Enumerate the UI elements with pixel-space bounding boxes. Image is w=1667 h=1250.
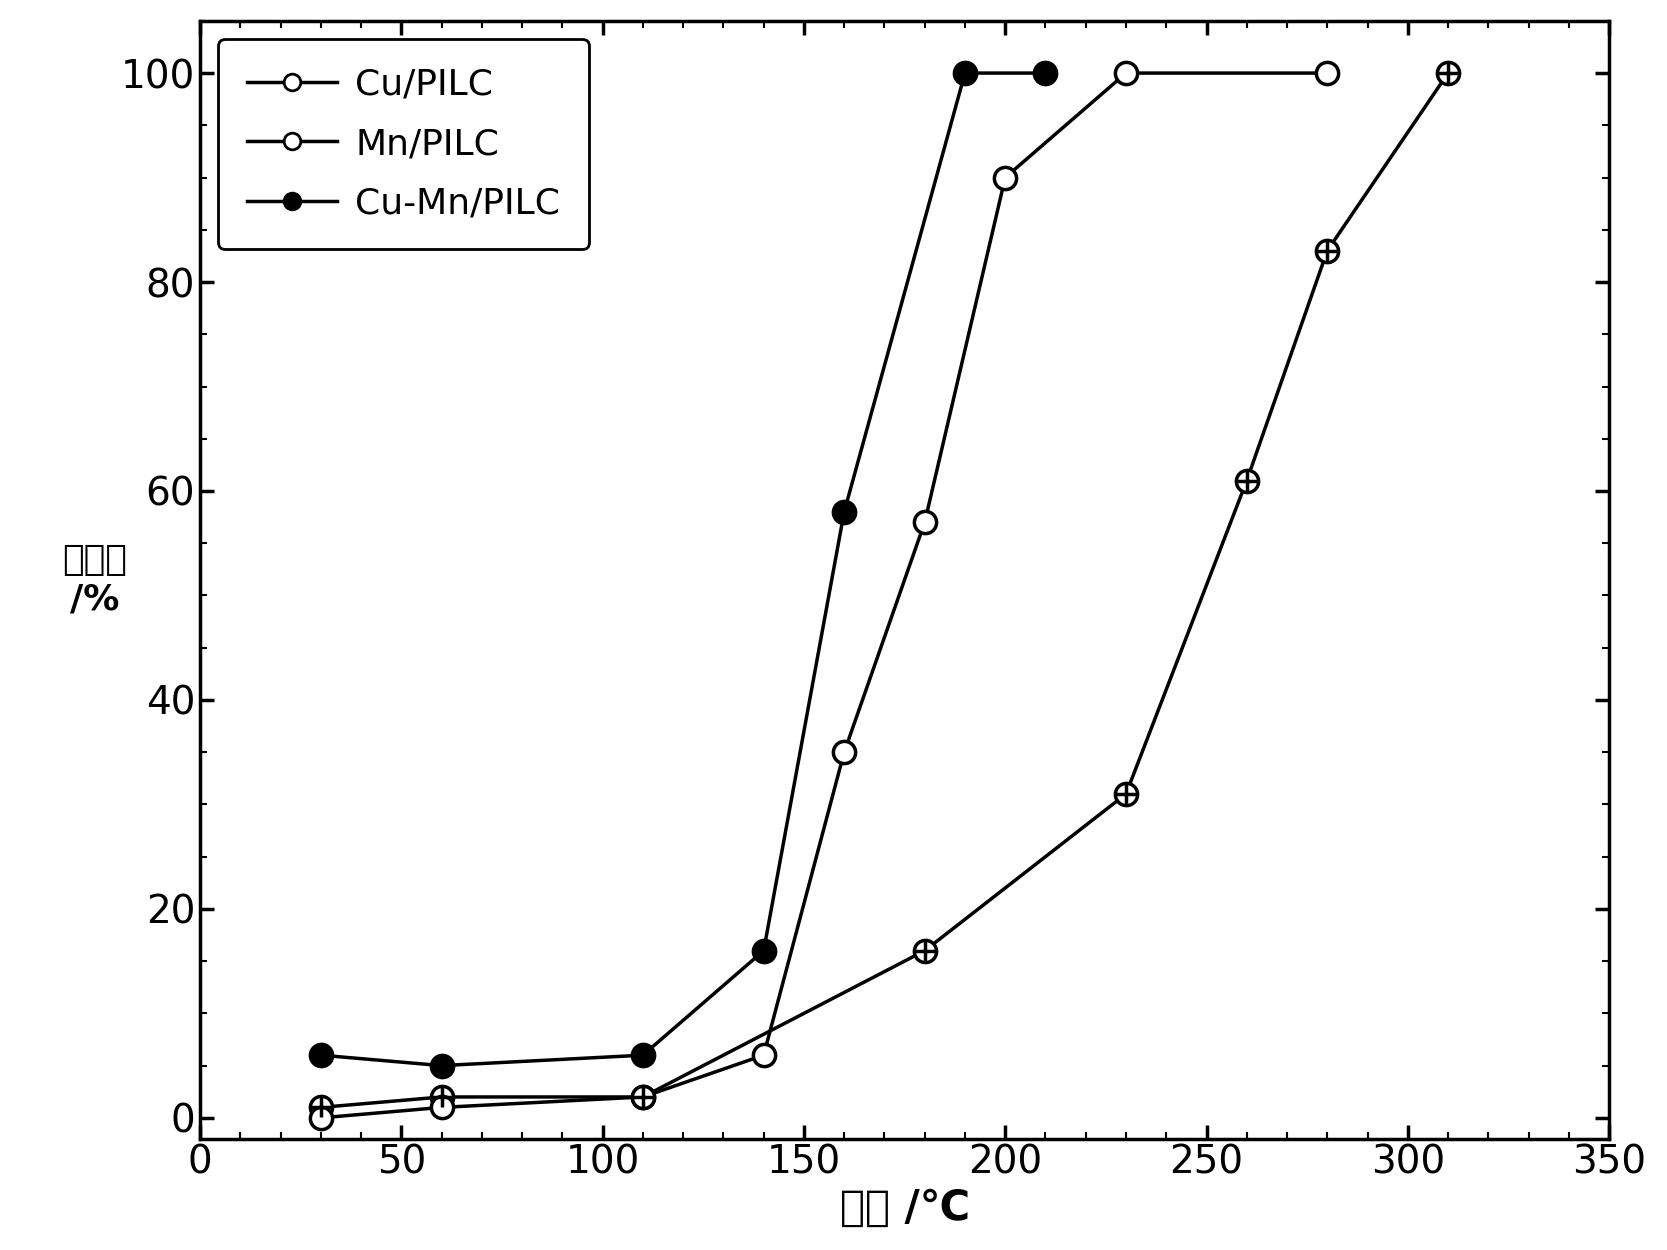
X-axis label: 温度 /℃: 温度 /℃ (840, 1188, 970, 1229)
Legend: Cu/PILC, Mn/PILC, Cu-Mn/PILC: Cu/PILC, Mn/PILC, Cu-Mn/PILC (218, 39, 588, 249)
Text: 转化率
/%: 转化率 /% (62, 542, 127, 616)
